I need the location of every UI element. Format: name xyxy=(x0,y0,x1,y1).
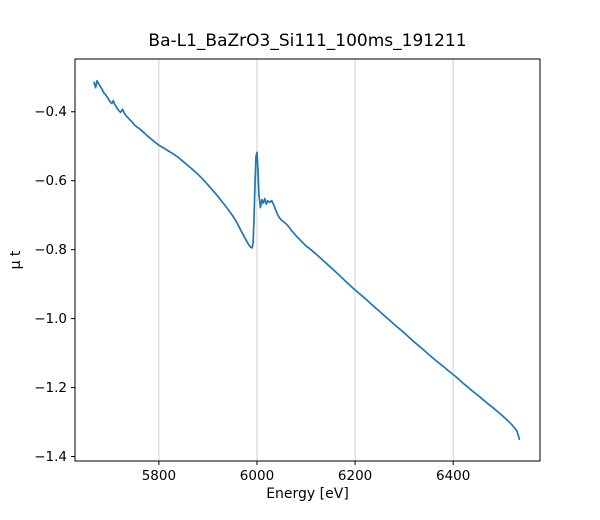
y-tick-label: −1.4 xyxy=(34,449,67,465)
y-tick-label: −1.2 xyxy=(34,380,67,396)
x-axis-label: Energy [eV] xyxy=(266,486,349,502)
y-tick-label: −1.0 xyxy=(34,311,67,327)
y-axis-label: μ t xyxy=(8,250,24,270)
y-tick-label: −0.8 xyxy=(34,242,67,258)
y-tick-label: −0.4 xyxy=(34,104,67,120)
x-tick-label: 5800 xyxy=(142,468,176,484)
chart-title: Ba-L1_BaZrO3_Si111_100ms_191211 xyxy=(148,31,467,51)
y-tick-label: −0.6 xyxy=(34,173,67,189)
data-line xyxy=(93,79,521,441)
x-tick-label: 6400 xyxy=(436,468,470,484)
axes-frame xyxy=(74,58,541,462)
x-tick-label: 6000 xyxy=(240,468,274,484)
x-tick-label: 6200 xyxy=(338,468,372,484)
